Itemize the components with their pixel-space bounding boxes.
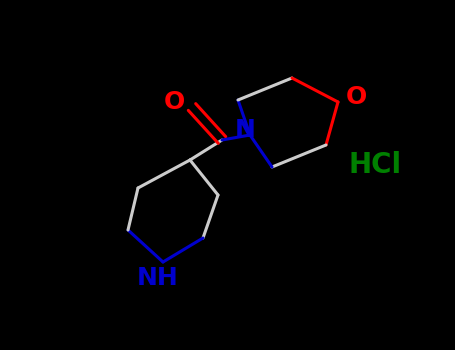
Text: N: N (235, 118, 255, 142)
Text: HCl: HCl (349, 151, 402, 179)
Text: O: O (163, 90, 185, 114)
Text: NH: NH (137, 266, 179, 290)
Text: O: O (345, 85, 367, 109)
